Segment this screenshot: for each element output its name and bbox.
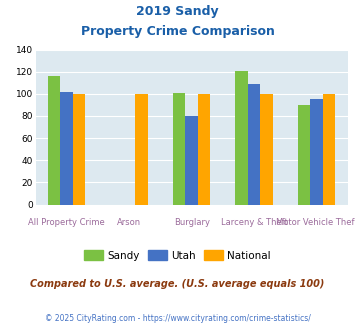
Bar (261, 94, 273, 205)
Bar (248, 84, 261, 205)
Bar (73, 94, 86, 205)
Bar (185, 116, 198, 205)
Bar (136, 94, 148, 205)
Bar (323, 94, 335, 205)
Text: Larceny & Theft: Larceny & Theft (221, 218, 288, 227)
Bar (48, 76, 60, 205)
Text: © 2025 CityRating.com - https://www.cityrating.com/crime-statistics/: © 2025 CityRating.com - https://www.city… (45, 314, 310, 323)
Legend: Sandy, Utah, National: Sandy, Utah, National (80, 246, 275, 265)
Bar (60, 92, 73, 205)
Bar (198, 94, 211, 205)
Text: 2019 Sandy: 2019 Sandy (136, 5, 219, 18)
Bar (235, 71, 248, 205)
Text: Arson: Arson (117, 218, 141, 227)
Text: Compared to U.S. average. (U.S. average equals 100): Compared to U.S. average. (U.S. average … (30, 279, 325, 289)
Text: Motor Vehicle Theft: Motor Vehicle Theft (276, 218, 355, 227)
Bar (310, 99, 323, 205)
Text: All Property Crime: All Property Crime (28, 218, 105, 227)
Bar (173, 93, 185, 205)
Text: Burglary: Burglary (174, 218, 210, 227)
Bar (298, 105, 310, 205)
Text: Property Crime Comparison: Property Crime Comparison (81, 25, 274, 38)
